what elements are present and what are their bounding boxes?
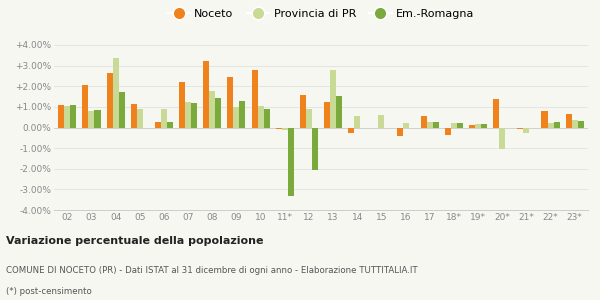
Bar: [541, 111, 548, 128]
Bar: [427, 122, 433, 128]
Bar: [209, 92, 215, 128]
Bar: [131, 104, 137, 128]
Bar: [58, 105, 64, 128]
Bar: [403, 123, 409, 128]
Bar: [88, 111, 94, 128]
Bar: [379, 115, 385, 128]
Bar: [306, 109, 312, 128]
Bar: [348, 128, 354, 133]
Bar: [161, 109, 167, 128]
Bar: [64, 106, 70, 128]
Bar: [137, 109, 143, 128]
Bar: [451, 123, 457, 128]
Bar: [94, 110, 101, 128]
Bar: [354, 116, 360, 128]
Bar: [336, 95, 342, 128]
Bar: [548, 123, 554, 128]
Text: Variazione percentuale della popolazione: Variazione percentuale della popolazione: [6, 236, 263, 247]
Bar: [433, 122, 439, 128]
Bar: [493, 99, 499, 128]
Legend: Noceto, Provincia di PR, Em.-Romagna: Noceto, Provincia di PR, Em.-Romagna: [163, 4, 479, 23]
Bar: [257, 106, 263, 128]
Bar: [227, 77, 233, 128]
Text: (*) post-censimento: (*) post-censimento: [6, 287, 92, 296]
Bar: [312, 128, 318, 170]
Bar: [421, 116, 427, 128]
Bar: [481, 124, 487, 128]
Bar: [578, 121, 584, 127]
Bar: [107, 73, 113, 128]
Bar: [191, 103, 197, 128]
Bar: [554, 122, 560, 128]
Bar: [324, 102, 330, 128]
Text: COMUNE DI NOCETO (PR) - Dati ISTAT al 31 dicembre di ogni anno - Elaborazione TU: COMUNE DI NOCETO (PR) - Dati ISTAT al 31…: [6, 266, 418, 275]
Bar: [397, 128, 403, 136]
Bar: [251, 70, 257, 128]
Bar: [469, 125, 475, 128]
Bar: [233, 107, 239, 128]
Bar: [566, 114, 572, 128]
Bar: [185, 102, 191, 128]
Bar: [70, 105, 76, 128]
Bar: [179, 82, 185, 128]
Bar: [282, 128, 288, 130]
Bar: [475, 124, 481, 128]
Bar: [155, 122, 161, 128]
Bar: [167, 122, 173, 128]
Bar: [288, 128, 294, 196]
Bar: [445, 128, 451, 135]
Bar: [239, 101, 245, 128]
Bar: [330, 70, 336, 128]
Bar: [203, 61, 209, 128]
Bar: [572, 120, 578, 128]
Bar: [499, 128, 505, 149]
Bar: [113, 58, 119, 128]
Bar: [300, 94, 306, 128]
Bar: [215, 98, 221, 128]
Bar: [457, 123, 463, 128]
Bar: [523, 128, 529, 133]
Bar: [263, 109, 269, 128]
Bar: [119, 92, 125, 128]
Bar: [82, 85, 88, 128]
